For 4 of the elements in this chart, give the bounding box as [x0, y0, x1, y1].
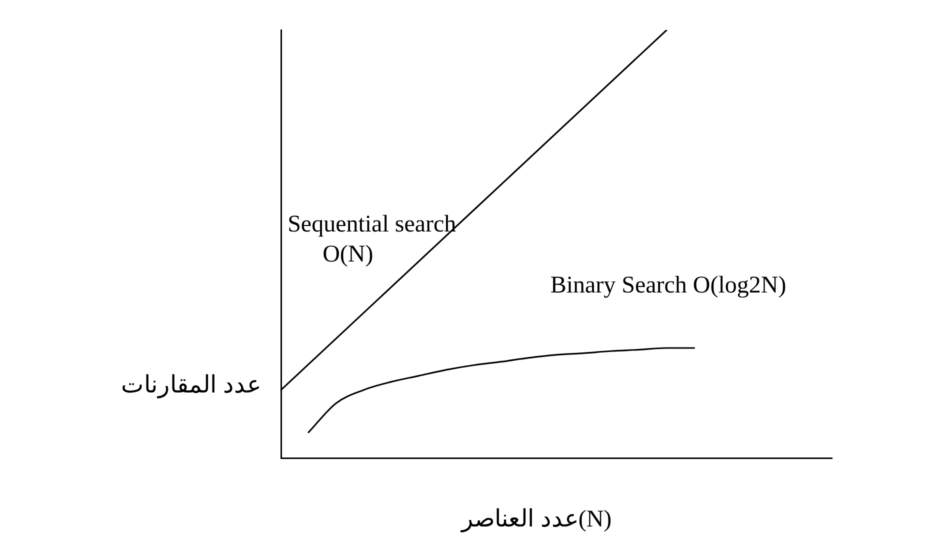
text: Binary Search O(log2N)	[550, 272, 786, 298]
x-axis-title: عدد العناصر(N)	[460, 506, 612, 532]
series-label: Sequential search O(N)	[288, 211, 456, 268]
y-axis-title: عدد المقارنات	[121, 372, 261, 398]
